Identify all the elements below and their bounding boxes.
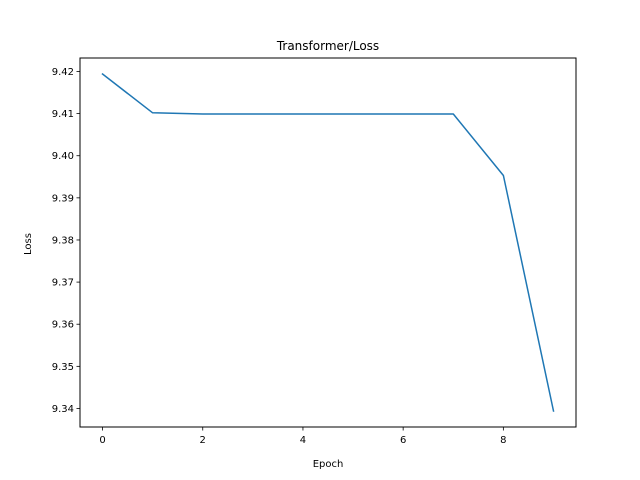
x-tick-label: 4 — [300, 435, 306, 446]
y-tick-label: 9.40 — [52, 151, 74, 162]
data-series — [101, 72, 555, 412]
x-tick-label: 0 — [99, 435, 105, 446]
y-tick-label: 9.39 — [52, 193, 74, 204]
loss-series-line — [101, 72, 555, 412]
x-axis-ticks: 0 2 4 6 8 — [99, 427, 507, 446]
chart-title: Transformer/Loss — [276, 39, 379, 53]
plot-frame — [79, 57, 577, 428]
x-tick-label: 6 — [400, 435, 406, 446]
y-tick-label: 9.34 — [52, 404, 74, 415]
y-tick-label: 9.35 — [52, 362, 74, 373]
x-axis-label: Epoch — [313, 459, 344, 470]
x-tick-label: 2 — [200, 435, 206, 446]
y-axis-ticks: 9.34 9.35 9.36 9.37 9.38 9.39 9.40 9.41 9.42 — [52, 67, 80, 415]
y-tick-label: 9.41 — [52, 109, 74, 120]
y-tick-label: 9.36 — [52, 320, 74, 331]
y-tick-label: 9.38 — [52, 235, 74, 246]
x-tick-label: 8 — [500, 435, 506, 446]
y-tick-label: 9.42 — [52, 67, 74, 78]
y-axis-label: Loss — [23, 233, 34, 255]
y-tick-label: 9.37 — [52, 278, 74, 289]
